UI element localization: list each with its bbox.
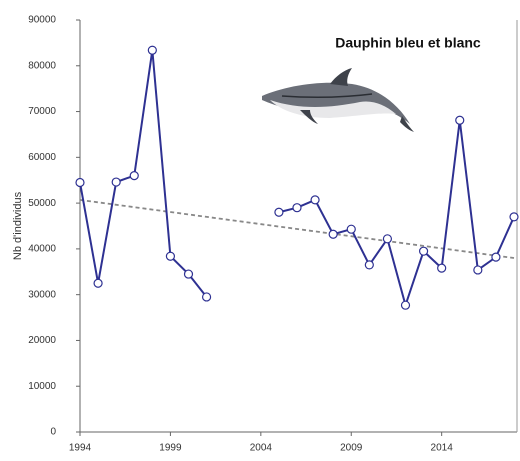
x-tick-label: 1999	[159, 443, 182, 454]
data-point	[203, 293, 211, 301]
page: {"chart_data": {"type": "line", "title":…	[0, 0, 520, 456]
data-point	[275, 208, 283, 216]
data-point	[420, 247, 428, 255]
data-point	[76, 179, 84, 187]
y-tick-label: 0	[50, 427, 56, 438]
data-point	[311, 196, 319, 204]
data-point	[185, 270, 193, 278]
dolphin-illustration	[262, 68, 414, 132]
data-point	[148, 46, 156, 54]
data-point	[456, 116, 464, 124]
y-tick-label: 60000	[28, 152, 56, 163]
x-tick-label: 2004	[250, 443, 273, 454]
y-tick-label: 40000	[28, 244, 56, 255]
y-tick-label: 90000	[28, 15, 56, 26]
y-tick-label: 20000	[28, 335, 56, 346]
data-point	[347, 225, 355, 233]
y-tick-label: 50000	[28, 198, 56, 209]
data-point	[130, 172, 138, 180]
y-tick-label: 30000	[28, 289, 56, 300]
data-point	[94, 279, 102, 287]
chart: Dauphin bleu et blanc Nb d'individus 0 10…	[0, 0, 520, 456]
data-point	[402, 301, 410, 309]
data-point	[510, 213, 518, 221]
x-tick-label: 2014	[431, 443, 454, 454]
chart-title: Dauphin bleu et blanc	[335, 35, 481, 51]
data-point	[112, 178, 120, 186]
y-axis-label: Nb d'individus	[12, 191, 24, 260]
data-point	[293, 204, 301, 212]
y-tick-label: 80000	[28, 60, 56, 71]
x-tick-label: 1994	[69, 443, 92, 454]
data-point	[365, 261, 373, 269]
data-point	[383, 235, 391, 243]
y-tick-label: 10000	[28, 381, 56, 392]
y-tick-label: 70000	[28, 106, 56, 117]
data-point	[474, 266, 482, 274]
data-point	[329, 230, 337, 238]
data-point	[166, 252, 174, 260]
data-point	[438, 264, 446, 272]
data-point	[492, 253, 500, 261]
x-tick-label: 2009	[340, 443, 363, 454]
